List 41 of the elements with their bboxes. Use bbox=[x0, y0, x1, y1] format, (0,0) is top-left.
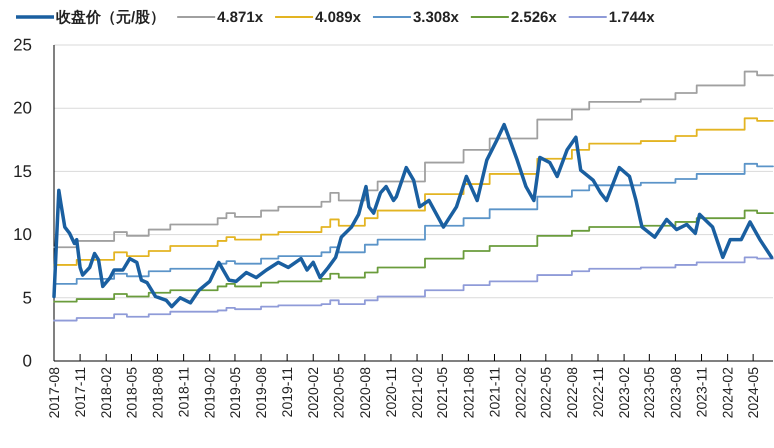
x-tick-label: 2018-05 bbox=[123, 366, 140, 418]
x-tick-label: 2019-05 bbox=[226, 366, 243, 418]
x-tick-label: 2023-02 bbox=[616, 366, 632, 418]
legend-label: 4.871x bbox=[217, 9, 264, 26]
x-tick-label: 2021-05 bbox=[434, 366, 450, 418]
x-tick-label: 2019-02 bbox=[202, 366, 218, 418]
legend-label: 3.308x bbox=[412, 9, 460, 26]
y-tick-label: 0 bbox=[22, 351, 32, 370]
legend-label: 1.744x bbox=[608, 9, 656, 26]
x-tick-label: 2021-08 bbox=[460, 366, 476, 418]
x-tick-label: 2023-08 bbox=[667, 366, 684, 418]
line-series bbox=[52, 122, 774, 308]
x-tick-label: 2022-05 bbox=[538, 366, 554, 418]
x-tick-label: 2022-08 bbox=[564, 366, 580, 418]
x-tick-label: 2019-08 bbox=[252, 366, 269, 418]
x-tick-label: 2017-11 bbox=[72, 366, 88, 418]
x-tick-label: 2021-02 bbox=[408, 366, 425, 418]
x-tick-label: 2022-11 bbox=[590, 366, 606, 418]
x-tick-label: 2020-02 bbox=[305, 366, 322, 418]
x-tick-label: 2020-05 bbox=[330, 366, 347, 418]
y-tick-label: 25 bbox=[13, 35, 32, 54]
legend-label: 收盘价（元/股） bbox=[56, 9, 166, 26]
y-tick-label: 15 bbox=[13, 162, 32, 181]
x-tick-label: 2022-02 bbox=[512, 366, 528, 418]
x-tick-label: 2018-08 bbox=[149, 366, 166, 418]
legend-label: 2.526x bbox=[510, 9, 558, 26]
x-tick-label: 2019-11 bbox=[279, 366, 296, 418]
x-tick-label: 2024-02 bbox=[720, 366, 736, 418]
y-tick-label: 20 bbox=[13, 98, 32, 118]
x-tick-label: 2020-08 bbox=[356, 366, 373, 418]
x-tick-label: 2020-11 bbox=[382, 366, 399, 418]
x-tick-label: 2023-11 bbox=[693, 366, 710, 418]
x-tick-label: 2023-05 bbox=[641, 366, 658, 418]
x-tick-label: 2017-08 bbox=[46, 366, 62, 418]
legend-label: 4.089x bbox=[315, 9, 362, 26]
x-tick-label: 2018-02 bbox=[98, 366, 114, 418]
y-tick-label: 10 bbox=[13, 225, 32, 244]
x-tick-label: 2018-11 bbox=[176, 366, 192, 418]
y-tick-label: 5 bbox=[22, 288, 32, 308]
x-tick-label: 2021-11 bbox=[486, 366, 502, 418]
x-tick-label: 2024-05 bbox=[745, 366, 762, 418]
